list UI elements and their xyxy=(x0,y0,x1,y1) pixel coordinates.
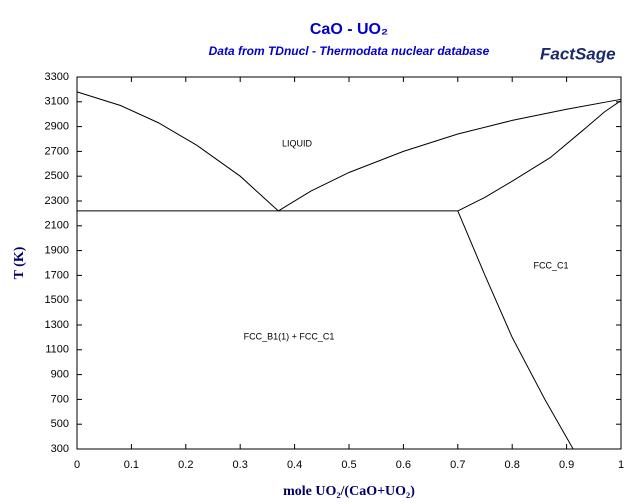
x-axis-label: mole UO₂/(CaO+UO₂) xyxy=(283,484,415,499)
x-tick-label: 0.3 xyxy=(233,459,248,471)
x-tick-label: 0 xyxy=(74,459,80,471)
x-tick-label: 0.6 xyxy=(396,459,411,471)
x-tick-label: 0.2 xyxy=(178,459,193,471)
y-tick-label: 500 xyxy=(51,418,69,430)
phase-boundary xyxy=(76,91,279,212)
y-tick-label: 1700 xyxy=(45,269,69,281)
y-tick-label: 2700 xyxy=(45,145,69,157)
y-tick-label: 700 xyxy=(51,393,69,405)
y-tick-label: 1100 xyxy=(45,344,69,356)
y-tick-label: 2900 xyxy=(45,121,69,133)
x-tick-label: 0.1 xyxy=(124,459,139,471)
x-tick-label: 0.8 xyxy=(505,459,520,471)
x-tick-label: 0.4 xyxy=(287,459,302,471)
x-tick-label: 0.5 xyxy=(341,459,356,471)
y-tick-label: 300 xyxy=(51,443,69,455)
chart-subtitle: Data from TDnucl - Thermodata nuclear da… xyxy=(209,44,490,58)
y-tick-label: 2500 xyxy=(45,170,69,182)
y-tick-label: 3300 xyxy=(45,71,69,83)
y-tick-label: 3100 xyxy=(45,96,69,108)
region-label: FCC_B1(1) + FCC_C1 xyxy=(244,331,335,341)
y-tick-label: 2300 xyxy=(45,195,69,207)
chart-title: CaO - UO₂ xyxy=(310,21,388,38)
y-tick-label: 1900 xyxy=(45,245,69,257)
y-tick-label: 2100 xyxy=(45,220,69,232)
x-tick-label: 0.9 xyxy=(559,459,574,471)
region-label: FCC_C1 xyxy=(533,260,568,270)
x-tick-label: 0.7 xyxy=(450,459,465,471)
phase-boundary xyxy=(278,98,622,212)
y-tick-label: 1500 xyxy=(45,294,69,306)
phase-boundary xyxy=(457,100,622,212)
x-tick-label: 1 xyxy=(618,459,624,471)
logo: FactSage xyxy=(540,44,616,63)
y-tick-label: 1300 xyxy=(45,319,69,331)
region-label: LIQUID xyxy=(282,138,313,148)
phase-boundary xyxy=(457,210,574,450)
y-axis-label: T (K) xyxy=(12,246,27,279)
y-tick-label: 900 xyxy=(51,369,69,381)
